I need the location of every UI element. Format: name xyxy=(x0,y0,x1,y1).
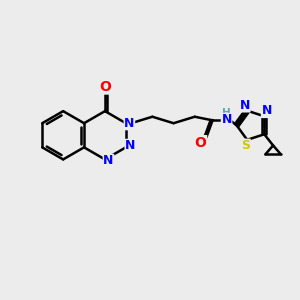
Text: N: N xyxy=(261,104,272,118)
Text: O: O xyxy=(99,80,111,94)
Text: N: N xyxy=(240,99,250,112)
Text: O: O xyxy=(195,136,207,150)
Text: N: N xyxy=(125,140,136,152)
Text: H: H xyxy=(222,109,231,118)
Text: S: S xyxy=(241,139,250,152)
Text: N: N xyxy=(103,154,114,167)
Text: N: N xyxy=(221,113,232,127)
Text: N: N xyxy=(124,117,135,130)
